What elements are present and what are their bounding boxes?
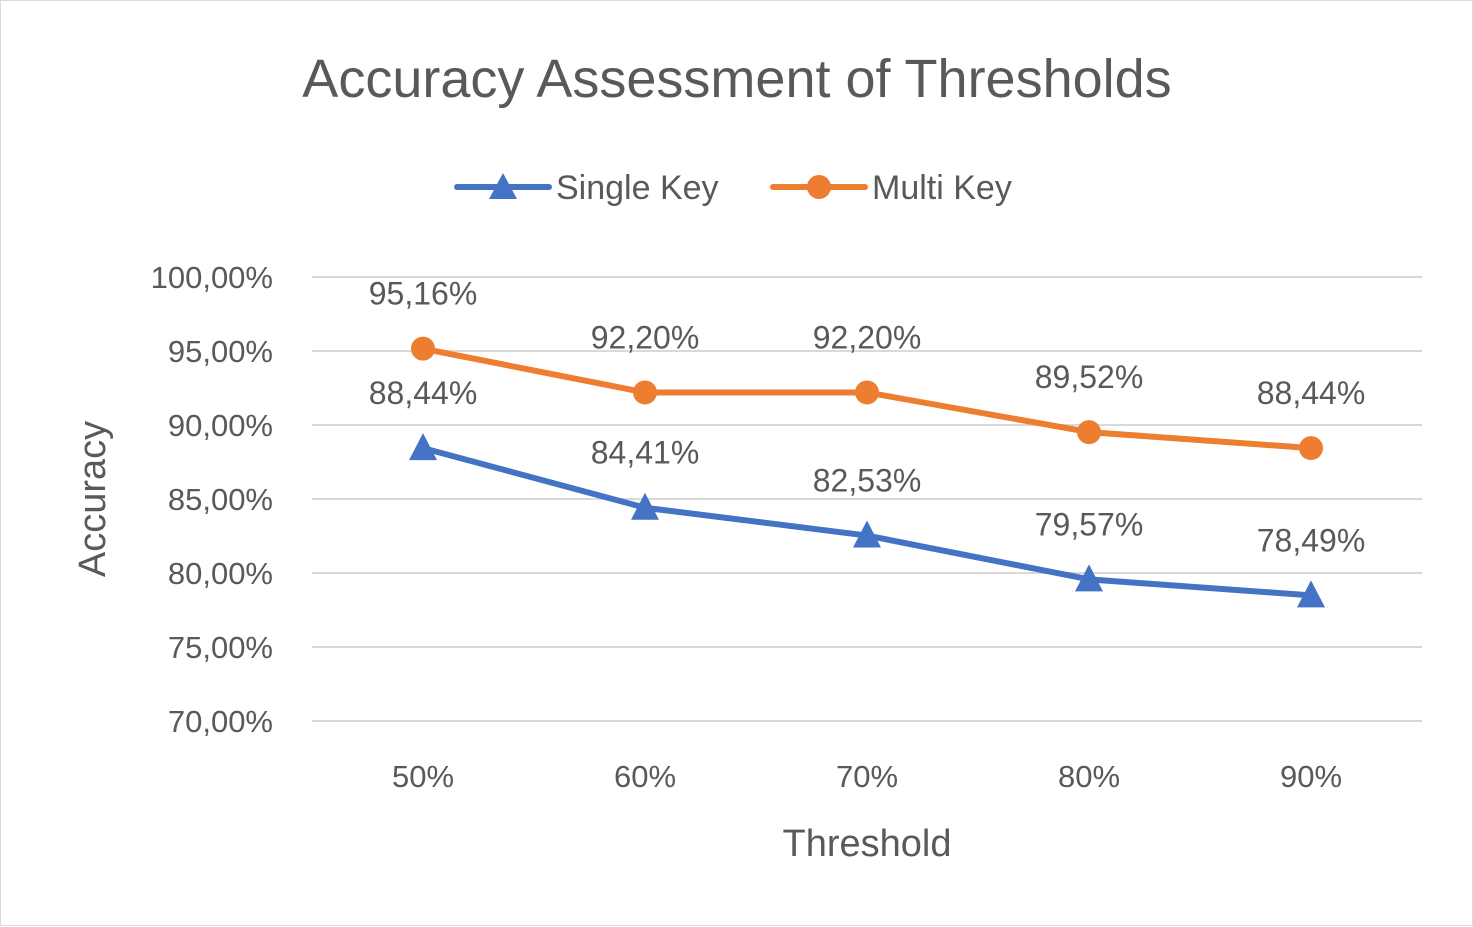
data-point-single-key bbox=[1075, 564, 1103, 592]
y-tick-label: 75,00% bbox=[168, 630, 273, 665]
data-label-multi-key: 92,20% bbox=[813, 319, 922, 355]
y-tick-label: 80,00% bbox=[168, 556, 273, 591]
data-point-single-key bbox=[631, 492, 659, 520]
legend: Single Key Multi Key bbox=[454, 169, 1012, 207]
x-tick-label: 70% bbox=[836, 759, 898, 794]
y-axis-title: Accuracy bbox=[72, 421, 114, 577]
y-tick-label: 70,00% bbox=[168, 704, 273, 739]
chart-title: Accuracy Assessment of Thresholds bbox=[302, 49, 1171, 109]
data-label-single-key: 78,49% bbox=[1257, 522, 1366, 558]
x-tick-label: 50% bbox=[392, 759, 454, 794]
data-point-multi-key bbox=[1299, 436, 1323, 461]
gridlines bbox=[312, 276, 1422, 722]
y-tick-label: 95,00% bbox=[168, 334, 273, 369]
data-label-single-key: 82,53% bbox=[813, 463, 922, 499]
data-point-multi-key bbox=[1077, 420, 1101, 445]
data-point-multi-key bbox=[633, 380, 657, 405]
data-point-single-key bbox=[1297, 580, 1325, 608]
legend-label-single-key: Single Key bbox=[556, 169, 719, 207]
x-tick-label: 60% bbox=[614, 759, 676, 794]
data-label-multi-key: 88,44% bbox=[1257, 375, 1366, 411]
x-tick-label: 90% bbox=[1280, 759, 1342, 794]
y-tick-label: 100,00% bbox=[151, 260, 273, 295]
data-label-multi-key: 92,20% bbox=[591, 319, 700, 355]
y-axis-ticks: 70,00% 75,00% 80,00% 85,00% 90,00% 95,00% 100,… bbox=[151, 260, 273, 739]
data-label-single-key: 79,57% bbox=[1035, 506, 1144, 542]
legend-label-multi-key: Multi Key bbox=[872, 169, 1012, 207]
data-label-single-key: 84,41% bbox=[591, 435, 700, 471]
data-label-single-key: 88,44% bbox=[369, 375, 478, 411]
x-axis-title: Threshold bbox=[783, 823, 952, 865]
x-axis-ticks: 50% 60% 70% 80% 90% bbox=[392, 759, 1342, 794]
data-point-single-key bbox=[409, 433, 437, 461]
data-label-multi-key: 89,52% bbox=[1035, 359, 1144, 395]
y-tick-label: 85,00% bbox=[168, 482, 273, 517]
legend-marker-single-key bbox=[489, 173, 517, 199]
x-tick-label: 80% bbox=[1058, 759, 1120, 794]
y-tick-label: 90,00% bbox=[168, 408, 273, 443]
data-point-multi-key bbox=[411, 336, 435, 361]
data-label-multi-key: 95,16% bbox=[369, 276, 478, 312]
data-point-multi-key bbox=[855, 380, 879, 405]
series-group bbox=[409, 336, 1325, 608]
data-labels: 88,44% 84,41% 82,53% 79,57% 78,49% 95,16% 92,2… bbox=[369, 276, 1366, 559]
legend-marker-multi-key bbox=[807, 175, 831, 199]
data-point-single-key bbox=[853, 520, 881, 548]
